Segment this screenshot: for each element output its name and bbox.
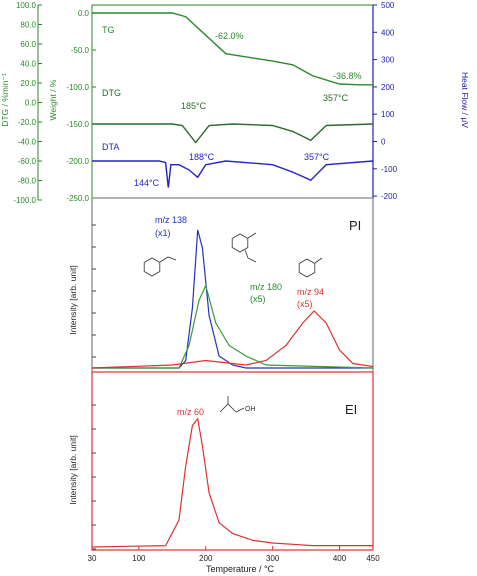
- x-tick-label: 200: [199, 554, 213, 563]
- dtg-tick-label: -20.0: [18, 118, 37, 127]
- dtg-tick-label: 60.0: [20, 40, 36, 49]
- molecule-bond-icon: [159, 256, 177, 263]
- dtg-tick-label: -80.0: [18, 177, 37, 186]
- dtg-tick-label: 80.0: [20, 21, 36, 30]
- dtg-axis-label: DTG / %min⁻¹: [0, 73, 10, 127]
- thermal-annotation: -62.0%: [215, 31, 244, 41]
- ei-panel: Intensity [arb. unit] EI m/z 60 OH 30 100 200 3…: [68, 371, 380, 574]
- weight-tick-label: -150.0: [66, 120, 89, 129]
- ei-annotation: m/z 60: [177, 407, 204, 417]
- x-tick-label: 450: [366, 554, 380, 563]
- ei-frame: [91, 371, 374, 551]
- weight-tick-label: -100.0: [66, 83, 89, 92]
- heatflow-tick-label: -200: [381, 192, 398, 201]
- x-axis-label: Temperature / °C: [206, 564, 275, 574]
- weight-tick-label: -250.0: [66, 194, 89, 203]
- weight-axis-label: Weight / %: [48, 79, 58, 120]
- x-tick-label: 300: [266, 554, 280, 563]
- thermal-series-dta: [92, 160, 374, 188]
- heatflow-tick-label: 400: [381, 28, 395, 37]
- pi-title: PI: [349, 218, 361, 233]
- thermal-annotation: DTG: [102, 88, 121, 98]
- heatflow-tick-label: 100: [381, 110, 395, 119]
- x-tick-label: 30: [88, 554, 97, 563]
- dtg-tick-label: -60.0: [18, 157, 37, 166]
- dtg-tick-label: 0.0: [25, 99, 37, 108]
- thermal-annotation: 357°C: [323, 93, 349, 103]
- dtg-tick-label: 20.0: [20, 79, 36, 88]
- pi-annotation: (x5): [297, 299, 313, 309]
- pi-ylabel: Intensity [arb. unit]: [68, 265, 78, 334]
- thermal-panel: 100.0 80.0 60.0 40.0 20.0 0.0 -20.0 -40.0 -60.0 -…: [0, 1, 470, 205]
- thermal-series-tg: [92, 12, 373, 86]
- thermal-annotation: 188°C: [189, 152, 215, 162]
- thermal-annotation: -36.8%: [333, 71, 362, 81]
- dtg-tick-label: 40.0: [20, 60, 36, 69]
- weight-tick-label: 0.0: [78, 9, 90, 18]
- heatflow-tick-label: 200: [381, 83, 395, 92]
- pi-annotation: (x1): [155, 228, 171, 238]
- molecule-ring-icon: [231, 233, 249, 253]
- pi-panel: Intensity [arb. unit] PI m/z 138 (x1) m/z 18…: [68, 197, 374, 373]
- ei-title: EI: [345, 402, 357, 417]
- thermal-annotation: DTA: [102, 142, 119, 152]
- x-tick-label: 100: [132, 554, 146, 563]
- thermal-series-dtg: [92, 123, 374, 144]
- weight-tick-label: -200.0: [66, 157, 89, 166]
- dtg-tick-label: -100.0: [13, 196, 36, 205]
- molecule-bond-icon: [314, 257, 323, 264]
- dtg-tick-label: 100.0: [16, 1, 37, 10]
- pi-annotation: m/z 138: [155, 215, 187, 225]
- molecule-ring-icon: [298, 258, 316, 278]
- thermal-annotation: 185°C: [181, 101, 207, 111]
- molecule-bond-icon: [244, 232, 257, 263]
- x-tick-label: 400: [333, 554, 347, 563]
- heatflow-tick-label: 0: [381, 138, 386, 147]
- weight-tick-label: -50.0: [71, 46, 90, 55]
- pi-series: [91, 310, 374, 369]
- pi-annotation: m/z 94: [297, 287, 324, 297]
- thermal-annotation: 357°C: [304, 152, 330, 162]
- dtg-tick-label: -40.0: [18, 138, 37, 147]
- pi-frame: [91, 197, 374, 373]
- molecule-ring-icon: [143, 257, 161, 277]
- heatflow-tick-label: 300: [381, 56, 395, 65]
- pi-series: [92, 283, 374, 369]
- ei-series: [91, 417, 373, 548]
- molecule-bond-icon: [219, 396, 245, 413]
- pi-annotation: (x5): [250, 294, 266, 304]
- molecule-oh-label: OH: [245, 406, 256, 413]
- heatflow-tick-label: -100: [381, 165, 398, 174]
- pi-annotation: m/z 180: [250, 282, 282, 292]
- heatflow-tick-label: 500: [381, 1, 395, 10]
- heatflow-axis-label: Heat Flow / μV: [460, 72, 470, 128]
- thermal-annotation: 144°C: [134, 178, 160, 188]
- ei-ylabel: Intensity [arb. unit]: [68, 435, 78, 504]
- thermal-annotation: TG: [102, 25, 115, 35]
